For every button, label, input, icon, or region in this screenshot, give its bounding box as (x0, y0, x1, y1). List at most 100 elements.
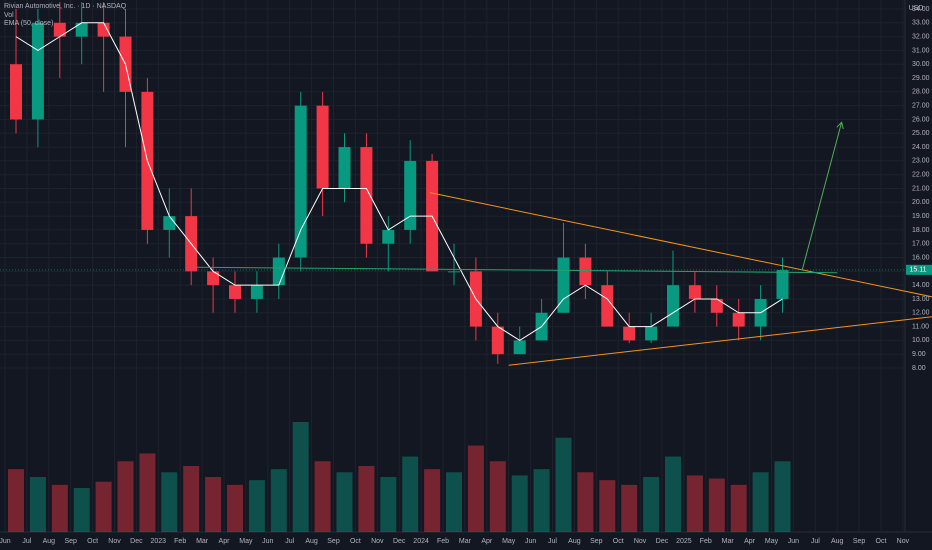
x-tick-label: Jul (285, 538, 294, 545)
candle-body (360, 147, 373, 244)
volume-bar (8, 469, 24, 532)
volume-bar (73, 488, 90, 532)
x-tick-label: Oct (350, 538, 361, 545)
volume-bar (270, 469, 287, 532)
candle-body (491, 326, 504, 355)
y-tick-label: 28.00 (912, 89, 930, 96)
candle-body (207, 271, 220, 286)
candle-body (448, 271, 460, 273)
x-tick-label: Aug (305, 538, 318, 545)
volume-bar (248, 480, 265, 532)
volume-bar (29, 477, 46, 532)
candle-body (404, 160, 417, 230)
volume-bar (139, 453, 156, 532)
candle-body (623, 326, 636, 341)
y-tick-label: 32.00 (912, 33, 930, 40)
y-tick-label: 34.00 (912, 6, 930, 13)
volume-bar (380, 477, 397, 532)
x-tick-label: Nov (634, 538, 647, 545)
x-tick-label: Feb (174, 538, 186, 545)
x-tick-label: Jun (525, 538, 536, 545)
candle-body (579, 257, 592, 286)
y-tick-label: 30.00 (912, 61, 930, 68)
trend-line (508, 316, 932, 366)
x-tick-label: Jul (811, 538, 820, 545)
volume-bar (446, 472, 462, 532)
x-tick-label: Dec (130, 538, 143, 545)
candle-body (316, 105, 329, 189)
y-tick-label: 31.00 (912, 47, 930, 54)
x-tick-label: Sep (590, 538, 603, 545)
y-tick-label: 29.00 (912, 75, 930, 82)
y-tick-label: 21.00 (912, 185, 930, 192)
x-tick-label: 2025 (676, 538, 692, 545)
arrow-head (836, 121, 844, 130)
volume-bar (467, 445, 484, 532)
volume-bar (599, 480, 616, 532)
candle-body (601, 285, 614, 327)
volume-bar (424, 469, 441, 532)
volume-bar (402, 456, 419, 532)
y-tick-label: 10.00 (912, 337, 930, 344)
x-tick-label: 2024 (413, 538, 429, 545)
candle-body (645, 326, 658, 341)
x-tick-label: Aug (568, 538, 581, 545)
y-tick-label: 23.00 (912, 158, 930, 165)
x-tick-label: Sep (327, 538, 340, 545)
x-tick-label: Sep (853, 538, 866, 545)
y-tick-label: 8.00 (912, 365, 926, 372)
candle-body (272, 257, 285, 286)
volume-bar (686, 475, 703, 532)
volume-bar (205, 477, 222, 532)
volume-bar (555, 437, 572, 532)
y-tick-label: 13.00 (912, 296, 930, 303)
overlays (0, 22, 932, 366)
x-tick-label: Feb (700, 538, 712, 545)
x-tick-label: Apr (219, 538, 231, 545)
volume-bar (227, 484, 243, 532)
volume-bar (511, 475, 528, 532)
x-tick-label: Jun (788, 538, 799, 545)
volume-bar (730, 484, 747, 532)
candle-body (667, 285, 679, 327)
x-tick-label: May (765, 538, 779, 545)
x-tick-label: Sep (64, 538, 77, 545)
candle-body (338, 147, 351, 189)
candle-body (557, 257, 570, 313)
trend-line (429, 192, 932, 298)
y-tick-label: 11.00 (912, 323, 929, 330)
x-tick-label: Oct (613, 538, 624, 545)
y-tick-label: 19.00 (912, 213, 930, 220)
x-tick-label: Jun (0, 538, 11, 545)
candle-body (97, 22, 110, 37)
currency: USD (909, 5, 924, 12)
volume-bar (577, 472, 594, 532)
volume-bar (95, 481, 112, 532)
volume-bar (774, 461, 791, 532)
y-tick-label: 16.00 (912, 254, 930, 261)
x-tick-label: Aug (43, 538, 56, 545)
volume-bar (665, 456, 681, 532)
x-tick-label: 2023 (151, 538, 167, 545)
y-tick-label: 18.00 (912, 227, 930, 234)
x-tick-label: Aug (831, 538, 844, 545)
y-tick-label: 27.00 (912, 102, 930, 109)
y-tick-label: 12.00 (912, 310, 930, 317)
x-tick-label: Feb (437, 538, 449, 545)
volume-bar (708, 478, 725, 532)
candle-body (776, 269, 789, 299)
chart-title: Rivian Automotive, Inc. · 1D · NASDAQ (4, 3, 127, 10)
x-tick-label: Mar (722, 538, 735, 545)
x-tick-label: Jun (262, 538, 273, 545)
x-tick-label: Oct (87, 538, 98, 545)
y-tick-label: 17.00 (912, 241, 930, 248)
volume-bar (752, 472, 769, 532)
volume-bar (358, 466, 375, 532)
ema-legend: EMA (50, close) (4, 20, 53, 27)
volume-bar (292, 422, 309, 532)
y-tick-label: 22.00 (912, 172, 930, 179)
candle-body (163, 216, 176, 230)
candle-body (10, 64, 22, 120)
y-tick-label: 20.00 (912, 199, 930, 206)
